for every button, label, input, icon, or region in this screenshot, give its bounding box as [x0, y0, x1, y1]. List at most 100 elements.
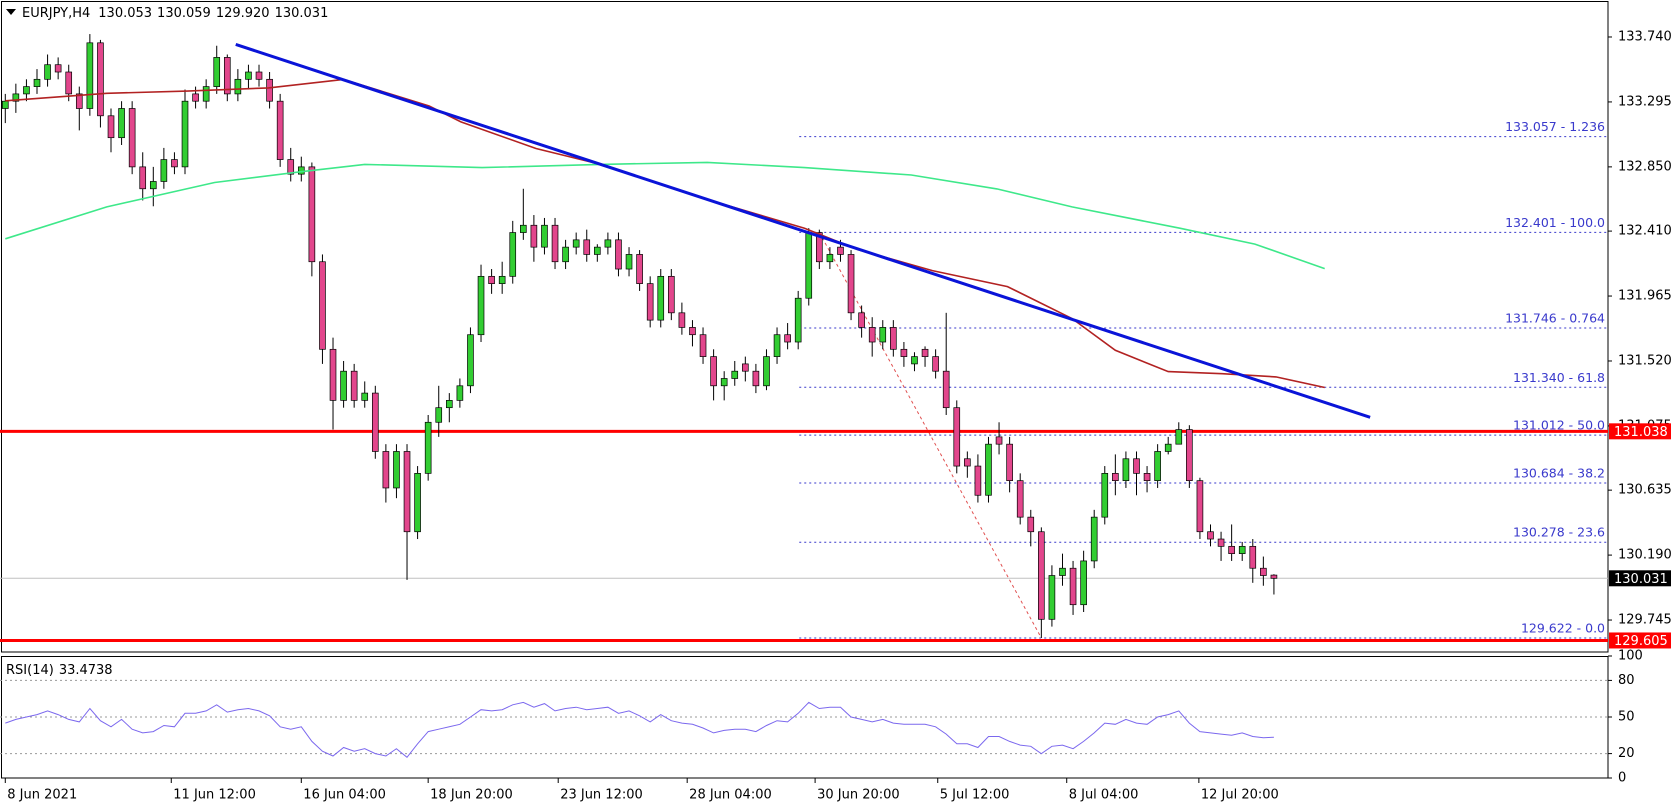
candle-body — [625, 254, 633, 270]
y-tick-label: 129.745 — [1618, 613, 1672, 628]
candle-body — [245, 71, 252, 80]
y-tick-label: 132.410 — [1618, 224, 1672, 239]
x-tick-label: 28 Jun 04:00 — [689, 788, 772, 803]
candle-body — [551, 224, 559, 263]
trendline — [235, 43, 1371, 419]
fib-label: 132.401 - 100.0 — [1505, 215, 1605, 230]
candle-body — [1186, 429, 1193, 482]
x-tick-label: 30 Jun 20:00 — [817, 788, 900, 803]
rsi-value: 33.4738 — [59, 663, 113, 678]
rsi-tick-label: 80 — [1618, 673, 1635, 688]
candle-body — [477, 275, 485, 336]
candle-body — [445, 400, 453, 409]
rsi-line — [5, 701, 1274, 759]
candle-body — [879, 327, 887, 343]
candle-body — [541, 224, 548, 248]
candle-body — [498, 275, 506, 284]
candle-body — [742, 363, 749, 372]
candle-body — [985, 443, 992, 496]
candle-body — [657, 275, 665, 321]
candle-body — [1175, 429, 1183, 445]
candle-body — [382, 451, 390, 489]
chart-header: EURJPY,H4 130.053 130.059 129.920 130.031 — [22, 6, 328, 21]
candle-body — [192, 93, 199, 102]
y-tick-label: 131.520 — [1618, 353, 1672, 368]
rsi-tick-label: 20 — [1618, 746, 1635, 761]
candle-body — [1101, 473, 1109, 518]
fib-label: 129.622 - 0.0 — [1521, 620, 1605, 635]
candle-body — [467, 334, 474, 387]
candle-body — [424, 421, 432, 474]
candle-body — [604, 239, 612, 248]
candle-body — [54, 64, 62, 73]
candle-body — [1154, 451, 1161, 482]
candle-body — [520, 224, 527, 233]
y-tick-label: 133.740 — [1618, 29, 1672, 44]
candle-body — [86, 42, 94, 109]
candle-body — [1090, 516, 1098, 562]
candle-body — [128, 108, 136, 168]
quote-high: 130.059 — [157, 6, 211, 21]
candle-body — [572, 239, 580, 248]
candle-body — [488, 275, 495, 284]
candle-body — [308, 166, 316, 263]
candle-body — [223, 57, 231, 95]
candle-body — [171, 159, 178, 168]
current-price-tag — [1609, 570, 1671, 587]
candle-body — [1080, 560, 1087, 606]
symbol: EURJPY,H4 — [22, 6, 90, 21]
candle-body — [720, 378, 728, 387]
candle-body — [974, 465, 982, 496]
candle-body — [689, 327, 696, 336]
candle-body — [435, 407, 443, 423]
candle-body — [1016, 480, 1024, 518]
candle-body — [636, 254, 643, 284]
current-price-label: 130.031 — [1614, 572, 1668, 587]
candle-body — [12, 93, 20, 102]
x-tick-label: 8 Jun 2021 — [7, 788, 77, 803]
candle-body — [255, 71, 263, 80]
candle-body — [816, 232, 823, 263]
candle-body — [414, 473, 421, 533]
candle-body — [319, 261, 326, 350]
quote-close: 130.031 — [275, 6, 329, 21]
candle-body — [1059, 567, 1066, 576]
candle-body — [160, 159, 168, 182]
candle-body — [393, 451, 400, 489]
candle-body — [329, 348, 337, 401]
candle-body — [23, 86, 30, 95]
candle-body — [1217, 538, 1225, 547]
candle-body — [1238, 545, 1246, 554]
candle-body — [350, 370, 358, 401]
rsi-header: RSI(14) 33.4738 — [6, 663, 113, 678]
candle-body — [1069, 567, 1077, 606]
candle-body — [731, 370, 739, 379]
candle-body — [1143, 473, 1151, 482]
candle-body — [1249, 545, 1257, 569]
candle-body — [784, 334, 791, 343]
rsi-label: RSI(14) — [6, 663, 54, 678]
candle-body — [1122, 458, 1130, 482]
candle-body — [826, 254, 834, 263]
candle-body — [953, 407, 961, 467]
x-tick-label: 18 Jun 20:00 — [430, 788, 513, 803]
y-tick-label: 130.190 — [1618, 548, 1672, 563]
fib-label: 130.684 - 38.2 — [1513, 465, 1605, 480]
candle-body — [900, 348, 908, 357]
candle-body — [340, 370, 347, 401]
candle-body — [710, 356, 717, 387]
candle-body — [773, 334, 781, 357]
candle-body — [1196, 480, 1204, 533]
candle-body — [1228, 545, 1235, 554]
candle-body — [995, 436, 1003, 445]
x-tick-label: 16 Jun 04:00 — [303, 788, 386, 803]
candle-body — [509, 232, 517, 277]
candle-body — [287, 159, 295, 175]
rsi-tick-label: 50 — [1618, 710, 1635, 725]
candle-body — [371, 392, 379, 452]
candle-body — [403, 451, 411, 533]
candle-body — [932, 356, 939, 372]
candle-body — [456, 385, 464, 401]
rsi-tick-label: 0 — [1618, 771, 1626, 786]
candle-body — [181, 100, 189, 168]
